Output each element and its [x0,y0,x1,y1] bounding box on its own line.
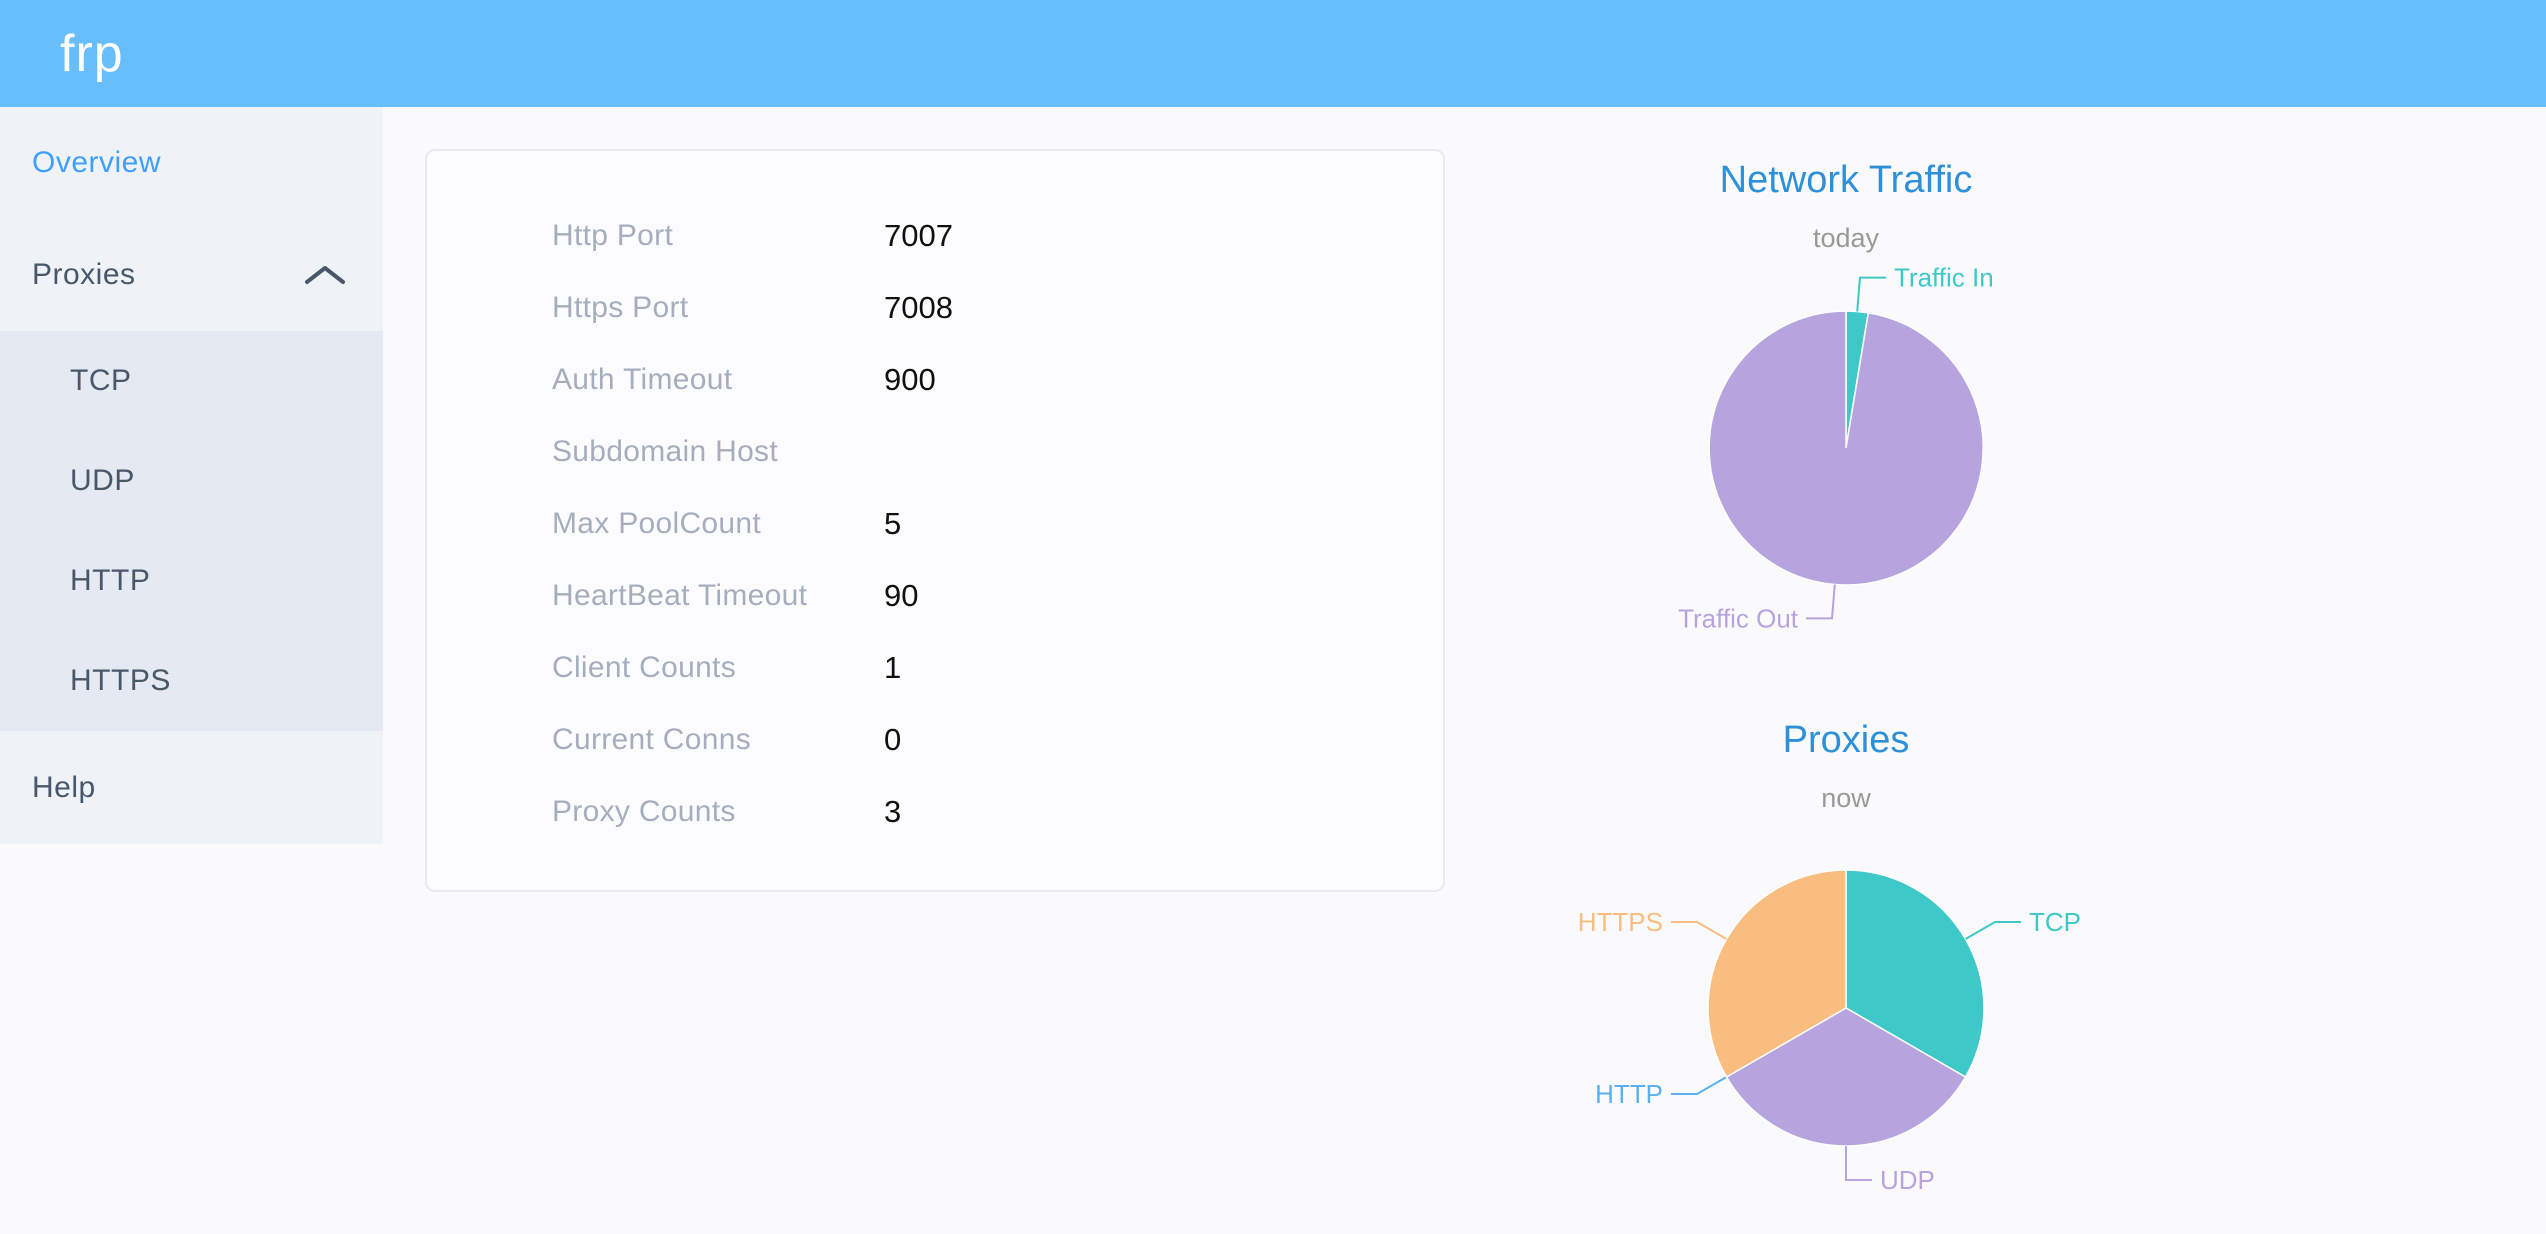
sidebar-item-help[interactable]: Help [0,731,383,845]
sidebar-subitem-tcp-label: TCP [70,364,132,397]
info-value: 0 [884,722,902,757]
pie-leader-traffic-in [1856,276,1886,312]
sidebar: Overview Proxies TCP UDP HTTP HTTPS Help [0,107,383,844]
info-row-heartbeat-timeout: HeartBeat Timeout 90 [427,560,1443,632]
info-label: Https Port [552,291,689,324]
chart-title-proxies: Proxies [1782,719,1910,761]
chevron-up-icon [305,266,345,284]
chart-subtitle-now: now [1821,783,1871,813]
sidebar-item-overview-label: Overview [32,146,162,179]
sidebar-subitem-tcp[interactable]: TCP [0,331,383,431]
info-label: Proxy Counts [552,795,736,828]
info-row-current-conns: Current Conns 0 [427,704,1443,776]
pie-leader-https [1671,921,1727,940]
sidebar-item-proxies-label: Proxies [32,258,136,291]
pie-label-traffic-in: Traffic In [1894,263,1994,293]
info-value: 1 [884,650,902,685]
info-value: 7008 [884,290,953,325]
pie-label-traffic-out: Traffic Out [1678,603,1799,633]
info-label: HeartBeat Timeout [552,579,808,612]
pie-leader-udp [1845,1146,1872,1181]
frp-logo: frp [60,24,124,83]
info-label: Http Port [552,219,674,252]
pie-leader-traffic-out [1806,584,1836,620]
chart-title-network-traffic: Network Traffic [1719,159,1973,201]
app-header: frp [0,0,2546,107]
sidebar-subitem-http-label: HTTP [70,564,151,597]
sidebar-item-help-label: Help [32,771,96,804]
proxies-pie-chart: TCP UDP HTTP HTTPS [1578,869,2081,1195]
info-row-subdomain-host: Subdomain Host [427,416,1443,488]
pie-slice-tcp[interactable] [1845,869,1985,1079]
info-row-auth-timeout: Auth Timeout 900 [427,344,1443,416]
sidebar-item-overview[interactable]: Overview [0,107,383,219]
info-value: 7007 [884,218,953,253]
info-row-max-poolcount: Max PoolCount 5 [427,488,1443,560]
server-info-card: Http Port 7007 Https Port 7008 Auth Time… [425,149,1445,892]
info-row-http-port: Http Port 7007 [427,200,1443,272]
pie-label-udp: UDP [1880,1165,1935,1195]
sidebar-subitem-udp-label: UDP [70,464,135,497]
pie-slice-traffic-out[interactable] [1708,310,1984,586]
info-label: Subdomain Host [552,435,778,468]
pie-label-tcp: TCP [2029,907,2081,937]
info-label: Client Counts [552,651,736,684]
chart-subtitle-today: today [1812,223,1880,253]
sidebar-subitem-https[interactable]: HTTPS [0,631,383,731]
info-row-https-port: Https Port 7008 [427,272,1443,344]
sidebar-subitem-udp[interactable]: UDP [0,431,383,531]
info-row-client-counts: Client Counts 1 [427,632,1443,704]
sidebar-subitem-http[interactable]: HTTP [0,531,383,631]
pie-slice-udp[interactable] [1725,1007,1967,1147]
info-label: Current Conns [552,723,751,756]
sidebar-subitem-https-label: HTTPS [70,664,171,697]
info-value: 3 [884,794,902,829]
info-label: Auth Timeout [552,363,733,396]
pie-label-http: HTTP [1595,1079,1663,1109]
info-value: 900 [884,362,936,397]
pie-label-https: HTTPS [1578,907,1663,937]
info-value: 90 [884,578,919,613]
pie-leader-tcp [1965,921,2021,940]
pie-leader-http [1671,1076,1727,1095]
info-value: 5 [884,506,902,541]
sidebar-submenu-proxies: TCP UDP HTTP HTTPS [0,331,383,731]
info-row-proxy-counts: Proxy Counts 3 [427,776,1443,848]
sidebar-item-proxies[interactable]: Proxies [0,219,383,331]
network-traffic-pie-chart: Traffic In Traffic Out [1678,263,1994,634]
info-label: Max PoolCount [552,507,762,540]
